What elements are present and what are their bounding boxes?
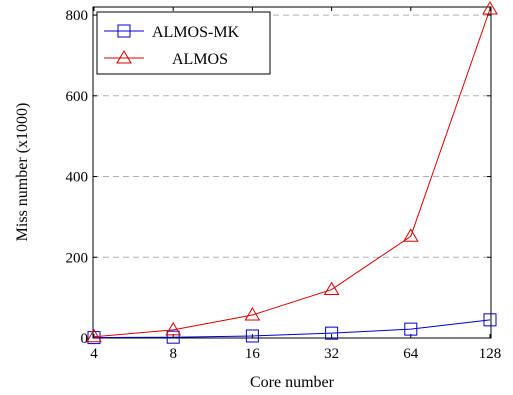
y-tick-label: 200 [66,250,89,266]
legend: ALMOS-MK ALMOS [96,11,271,75]
y-tick-label: 0 [81,331,89,347]
legend-box [96,11,271,75]
legend-item-almos: ALMOS [104,50,228,68]
legend-marker-square [117,24,131,38]
y-axis-label: Miss number (x1000) [14,103,31,242]
data-point-almos-mk [166,330,180,344]
x-tick-label: 64 [403,346,419,362]
plot-frame [92,6,492,339]
x-tick-label: 4 [90,346,98,362]
legend-item-almos-mk: ALMOS-MK [104,24,240,41]
data-point-almos-mk [245,329,259,343]
grid-lines [93,14,491,258]
x-tick-label: 32 [324,346,339,362]
data-point-almos-mk [483,313,497,327]
data-point-almos [402,228,419,242]
data-point-almos-mk [87,331,101,345]
data-point-almos-mk [404,322,418,336]
y-tick-label: 600 [66,89,89,105]
data-point-almos [482,1,498,15]
y-tick-label: 800 [66,8,89,24]
y-tick-label: 400 [66,170,89,186]
x-tick-label: 8 [169,346,177,362]
series-lines [86,1,498,345]
data-point-almos-mk [325,326,339,340]
x-axis-label: Core number [250,374,335,391]
x-tick-label: 16 [245,346,261,362]
series-line-almos-mk [93,319,491,339]
data-point-almos [323,281,340,296]
legend-label-almos: ALMOS [172,51,228,68]
y-axis-ticks: 0 200 400 600 800 [66,8,491,347]
data-point-almos [86,328,102,343]
legend-marker-triangle [116,50,132,64]
series-line-almos [93,8,491,338]
data-point-almos [244,306,261,321]
legend-label-almos-mk: ALMOS-MK [152,24,240,41]
x-tick-label: 128 [479,346,502,362]
data-point-almos [165,321,182,336]
